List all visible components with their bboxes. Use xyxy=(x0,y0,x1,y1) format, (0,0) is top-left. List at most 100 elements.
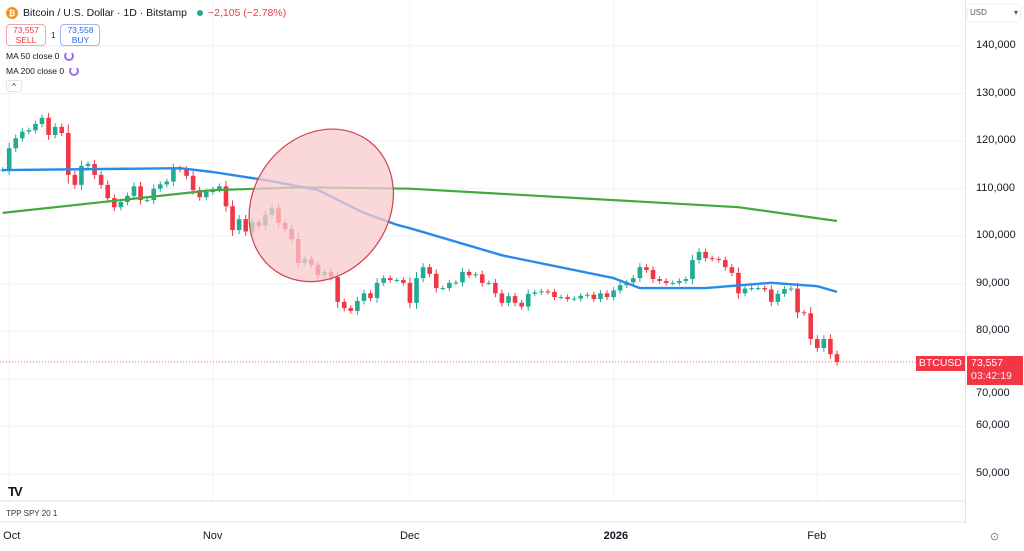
candle-body xyxy=(486,282,492,284)
ma50-line xyxy=(2,167,838,294)
candle xyxy=(525,289,531,311)
candle xyxy=(565,294,570,302)
symbol-title[interactable]: Bitcoin / U.S. Dollar · 1D · Bitstamp xyxy=(23,7,187,19)
candle xyxy=(723,256,728,271)
collapse-legend-button[interactable]: ^ xyxy=(6,80,22,92)
buy-button[interactable]: 73,558 BUY xyxy=(60,24,101,46)
candle xyxy=(243,214,248,236)
candle-body xyxy=(663,280,669,283)
candle-body xyxy=(598,293,603,300)
price-chart[interactable] xyxy=(0,0,966,523)
y-tick-label: 70,000 xyxy=(976,387,1010,399)
candle-body xyxy=(519,302,524,307)
tradingview-logo[interactable]: TV xyxy=(8,484,23,499)
ma200-label: MA 200 close 0 xyxy=(6,66,65,76)
candle xyxy=(742,285,748,297)
candle-body xyxy=(755,288,761,290)
ma50-legend[interactable]: MA 50 close 0 xyxy=(6,51,286,61)
y-tick-label: 140,000 xyxy=(976,39,1016,51)
currency-select[interactable]: USD ▾ xyxy=(968,5,1020,21)
candle-body xyxy=(374,282,380,299)
y-tick-label: 110,000 xyxy=(976,181,1015,194)
candle xyxy=(138,181,143,205)
candle-body xyxy=(591,294,597,300)
candle-body xyxy=(52,126,58,135)
candle xyxy=(650,266,656,283)
candle-body xyxy=(138,186,143,201)
sell-button[interactable]: 73,557 SELL xyxy=(6,24,46,46)
x-tick-label: Feb xyxy=(807,530,827,542)
candle xyxy=(703,248,708,262)
candle-body xyxy=(0,169,5,171)
candle-body xyxy=(670,282,676,284)
candle xyxy=(420,263,426,283)
candle-body xyxy=(703,251,708,259)
bitcoin-icon: ₿ xyxy=(6,7,18,19)
bar-countdown: 03:42:19 xyxy=(971,370,1012,382)
candle xyxy=(157,181,163,192)
candle xyxy=(361,289,367,305)
candle-body xyxy=(723,260,728,268)
candle-body xyxy=(788,288,794,290)
candle xyxy=(808,307,814,346)
highlight-ellipse xyxy=(248,128,395,283)
candle-body xyxy=(558,297,564,299)
candle xyxy=(131,182,137,200)
candle xyxy=(486,280,492,286)
candle-body xyxy=(716,259,722,261)
candle-body xyxy=(585,294,590,296)
candle-body xyxy=(171,168,176,182)
candle xyxy=(52,123,58,139)
loading-icon xyxy=(69,66,80,76)
candle-body xyxy=(394,279,400,281)
candle-body xyxy=(46,117,51,135)
settings-icon[interactable]: ⊙ xyxy=(990,531,1000,543)
candle xyxy=(479,270,485,287)
candle xyxy=(473,271,478,278)
candle-body xyxy=(414,278,419,303)
candle-body xyxy=(184,169,189,176)
candle xyxy=(453,279,459,286)
candle-body xyxy=(657,279,662,281)
candle-body xyxy=(493,282,498,294)
candle-body xyxy=(217,186,222,190)
candle xyxy=(151,184,157,205)
candle-body xyxy=(13,138,19,149)
ma50-label: MA 50 close 0 xyxy=(6,51,60,61)
candle-body xyxy=(768,289,774,302)
candle xyxy=(585,292,590,299)
candle-body xyxy=(407,282,413,303)
candle-body xyxy=(834,354,840,363)
candle xyxy=(427,263,432,278)
candle-body xyxy=(677,280,682,283)
candle xyxy=(13,134,19,153)
candle-body xyxy=(637,267,643,279)
candle xyxy=(394,277,400,283)
ma200-legend[interactable]: MA 200 close 0 xyxy=(6,66,286,76)
sell-price: 73,557 xyxy=(13,25,39,35)
candle-body xyxy=(571,298,577,300)
candle-body xyxy=(427,267,432,274)
candle xyxy=(552,288,557,301)
candle xyxy=(604,290,610,301)
candle xyxy=(801,309,807,316)
buy-label: BUY xyxy=(71,34,90,45)
candle xyxy=(72,171,78,189)
y-tick-label: 50,000 xyxy=(976,467,1010,480)
y-tick-label: 130,000 xyxy=(976,86,1016,99)
candle-body xyxy=(644,267,649,271)
candle-body xyxy=(144,200,150,202)
candle-body xyxy=(368,293,373,299)
candle xyxy=(677,278,682,286)
candle xyxy=(387,275,393,283)
spread: 1 xyxy=(51,30,56,40)
candle-body xyxy=(506,296,511,303)
candle-body xyxy=(157,184,163,189)
candle-body xyxy=(111,198,117,208)
candle xyxy=(611,287,616,301)
chart-legend: ₿ Bitcoin / U.S. Dollar · 1D · Bitstamp … xyxy=(6,5,286,92)
candle-body xyxy=(611,290,616,298)
indicator-pane-label: TPP SPY 20 1 xyxy=(6,509,58,518)
candle xyxy=(762,285,768,293)
candle xyxy=(26,127,32,135)
